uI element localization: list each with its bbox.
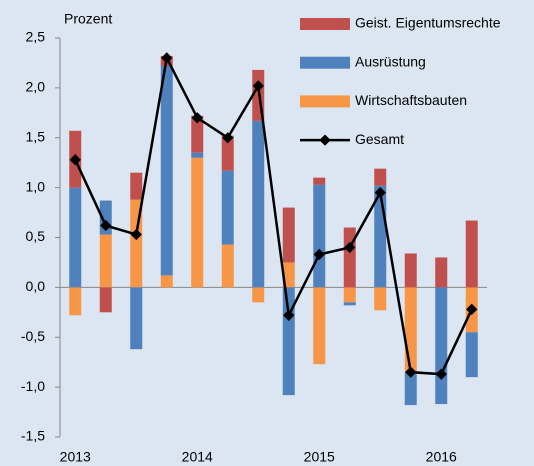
bar-segment — [221, 135, 234, 171]
y-tick-label: 2,0 — [26, 79, 46, 95]
bar-segment — [343, 227, 356, 288]
legend-marker — [319, 134, 331, 146]
bar-segment — [313, 177, 326, 185]
bar-segment — [374, 168, 387, 186]
bar-segment — [465, 332, 478, 378]
bar-segment — [343, 302, 356, 306]
y-tick-label: 0,5 — [26, 228, 46, 244]
legend-label: Wirtschaftsbauten — [355, 92, 467, 108]
line-marker — [466, 303, 478, 315]
bar-segment — [282, 207, 295, 263]
y-tick-label: -1,5 — [21, 428, 45, 444]
y-tick-label: 1,5 — [26, 128, 46, 144]
line — [74, 54, 473, 376]
bar-segment — [313, 184, 326, 288]
bar-segment — [99, 234, 112, 288]
y-tick-label: 2,5 — [26, 29, 46, 45]
x-tick-label: 2013 — [60, 449, 91, 465]
legend-swatch — [300, 56, 350, 69]
bar-segment — [99, 287, 112, 313]
y-tick-label: -0,5 — [21, 328, 45, 344]
legend-label: Ausrüstung — [355, 53, 426, 69]
legend-label: Geist. Eigentumsrechte — [355, 15, 501, 31]
bar-segment — [221, 244, 234, 288]
line-marker — [435, 368, 447, 380]
bar-segment — [343, 287, 356, 303]
bar-segment — [435, 257, 448, 288]
bar-segment — [282, 287, 295, 396]
y-tick-label: -1,0 — [21, 378, 45, 394]
y-unit-label: Prozent — [64, 11, 112, 27]
legend-label: Gesamt — [355, 131, 404, 147]
line-marker — [222, 132, 234, 144]
legend-swatch — [300, 18, 350, 30]
bar-segment — [404, 372, 417, 406]
bar-segment — [69, 287, 82, 316]
y-tick-label: 1,0 — [26, 178, 46, 194]
line-marker — [161, 52, 173, 64]
bar-segment — [130, 287, 143, 350]
line-marker — [344, 241, 356, 254]
bar-segment — [191, 157, 204, 288]
bar-segment — [160, 65, 173, 276]
line-marker — [130, 228, 142, 241]
bar-segment — [374, 287, 387, 311]
line-marker — [405, 366, 417, 378]
bar-segment — [130, 172, 143, 200]
line-marker — [283, 309, 295, 321]
x-tick-label: 2015 — [304, 449, 335, 465]
bar-segment — [465, 220, 478, 288]
bar-segment — [191, 152, 204, 158]
bar-segment — [435, 287, 448, 405]
bar-segment — [313, 287, 326, 365]
bar-segment — [160, 275, 173, 288]
line-marker — [313, 248, 325, 261]
bar-segment — [252, 120, 265, 288]
line-marker — [374, 186, 386, 199]
bar-segment — [191, 115, 204, 153]
x-tick-label: 2016 — [426, 449, 457, 465]
bar-segment — [221, 170, 234, 245]
bar-segment — [404, 253, 417, 288]
bar-segment — [282, 262, 295, 288]
x-tick-label: 2014 — [182, 449, 213, 465]
bar-segment — [252, 287, 265, 303]
legend-swatch — [300, 95, 350, 108]
bar-segment — [404, 287, 417, 373]
bar-segment — [69, 187, 82, 288]
y-tick-label: 0,0 — [26, 278, 46, 294]
